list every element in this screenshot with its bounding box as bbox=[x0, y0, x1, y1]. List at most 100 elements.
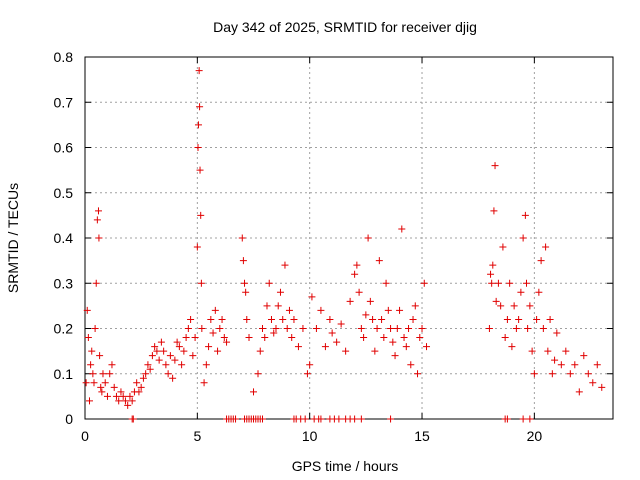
data-point bbox=[539, 325, 547, 332]
data-point bbox=[157, 338, 165, 346]
data-point bbox=[82, 379, 90, 387]
data-point bbox=[194, 144, 202, 151]
data-point bbox=[420, 279, 428, 287]
data-point bbox=[571, 361, 579, 369]
y-tick-label: 0.4 bbox=[54, 230, 74, 246]
data-point bbox=[512, 325, 520, 332]
data-point bbox=[405, 325, 413, 332]
data-point bbox=[396, 306, 404, 314]
data-point bbox=[151, 343, 159, 351]
data-point bbox=[491, 162, 499, 170]
data-point bbox=[351, 270, 359, 278]
data-point bbox=[544, 347, 552, 355]
data-point bbox=[89, 370, 97, 378]
data-point bbox=[494, 279, 502, 287]
data-point bbox=[103, 392, 111, 400]
data-point bbox=[589, 379, 597, 387]
data-point bbox=[299, 325, 307, 332]
data-point bbox=[146, 365, 154, 373]
data-point bbox=[83, 306, 91, 314]
ticks: 0 0.1 0.2 0.3 0.4 0.5 0.6 0.7 0.8 0 5 10 15 20 bbox=[54, 49, 613, 444]
data-point bbox=[371, 347, 379, 355]
data-point bbox=[416, 334, 424, 342]
data-point bbox=[521, 211, 529, 219]
data-point bbox=[548, 370, 556, 378]
data-point bbox=[515, 315, 523, 323]
data-point bbox=[178, 361, 186, 369]
data-point bbox=[303, 370, 311, 378]
data-point bbox=[373, 325, 381, 332]
data-point bbox=[409, 315, 417, 323]
data-point bbox=[270, 329, 278, 337]
data-point bbox=[241, 279, 249, 287]
data-point bbox=[267, 315, 275, 323]
x-axis-label: GPS time / hours bbox=[292, 458, 399, 474]
data-point bbox=[135, 388, 143, 396]
data-point bbox=[533, 315, 541, 323]
data-point bbox=[414, 370, 422, 378]
data-point bbox=[375, 257, 383, 265]
data-point bbox=[378, 315, 386, 323]
data-point bbox=[530, 370, 538, 378]
data-point bbox=[369, 315, 377, 323]
data-point bbox=[180, 347, 188, 355]
x-tick-label: 15 bbox=[414, 428, 430, 444]
data-point bbox=[326, 315, 334, 323]
data-point bbox=[92, 279, 100, 287]
data-point bbox=[580, 352, 588, 360]
data-point bbox=[503, 315, 511, 323]
data-point bbox=[312, 325, 320, 332]
data-point bbox=[153, 347, 161, 355]
data-point bbox=[546, 315, 554, 323]
data-point bbox=[194, 121, 202, 129]
data-point bbox=[288, 334, 296, 342]
data-point bbox=[115, 397, 123, 405]
data-point bbox=[187, 315, 195, 323]
data-point bbox=[290, 315, 298, 323]
data-point bbox=[195, 67, 203, 75]
data-point bbox=[294, 343, 302, 351]
data-point bbox=[189, 352, 197, 360]
data-point bbox=[171, 356, 179, 364]
data-point bbox=[364, 234, 372, 242]
data-point bbox=[110, 383, 118, 391]
data-point bbox=[95, 234, 103, 242]
data-point bbox=[232, 415, 240, 423]
data-point bbox=[162, 361, 170, 369]
data-point bbox=[510, 302, 518, 310]
data-point bbox=[98, 388, 106, 396]
data-point bbox=[542, 243, 550, 251]
data-point bbox=[526, 302, 534, 310]
data-point bbox=[119, 392, 127, 400]
data-point bbox=[389, 338, 397, 346]
data-point bbox=[384, 306, 392, 314]
data-point bbox=[242, 288, 250, 296]
data-point bbox=[328, 329, 336, 337]
data-point bbox=[285, 306, 293, 314]
data-point bbox=[517, 288, 525, 296]
y-tick-label: 0.3 bbox=[54, 275, 74, 291]
data-point bbox=[216, 325, 224, 332]
data-point bbox=[193, 243, 201, 251]
data-points bbox=[82, 67, 606, 423]
y-tick-label: 0.8 bbox=[54, 49, 74, 65]
data-point bbox=[281, 261, 289, 269]
data-point bbox=[272, 325, 280, 332]
data-point bbox=[283, 325, 291, 332]
data-point bbox=[598, 383, 606, 391]
data-point bbox=[490, 207, 498, 215]
data-point bbox=[209, 329, 217, 337]
data-point bbox=[94, 207, 102, 215]
data-point bbox=[562, 347, 570, 355]
data-point bbox=[99, 370, 107, 378]
data-point bbox=[173, 338, 181, 346]
data-point bbox=[528, 347, 536, 355]
y-axis-label: SRMTID / TECUs bbox=[5, 183, 21, 293]
data-point bbox=[357, 415, 365, 423]
data-point bbox=[137, 383, 145, 391]
data-point bbox=[423, 343, 431, 351]
x-tick-label: 5 bbox=[193, 428, 201, 444]
data-point bbox=[366, 297, 374, 305]
data-point bbox=[200, 379, 208, 387]
data-point bbox=[519, 234, 527, 242]
